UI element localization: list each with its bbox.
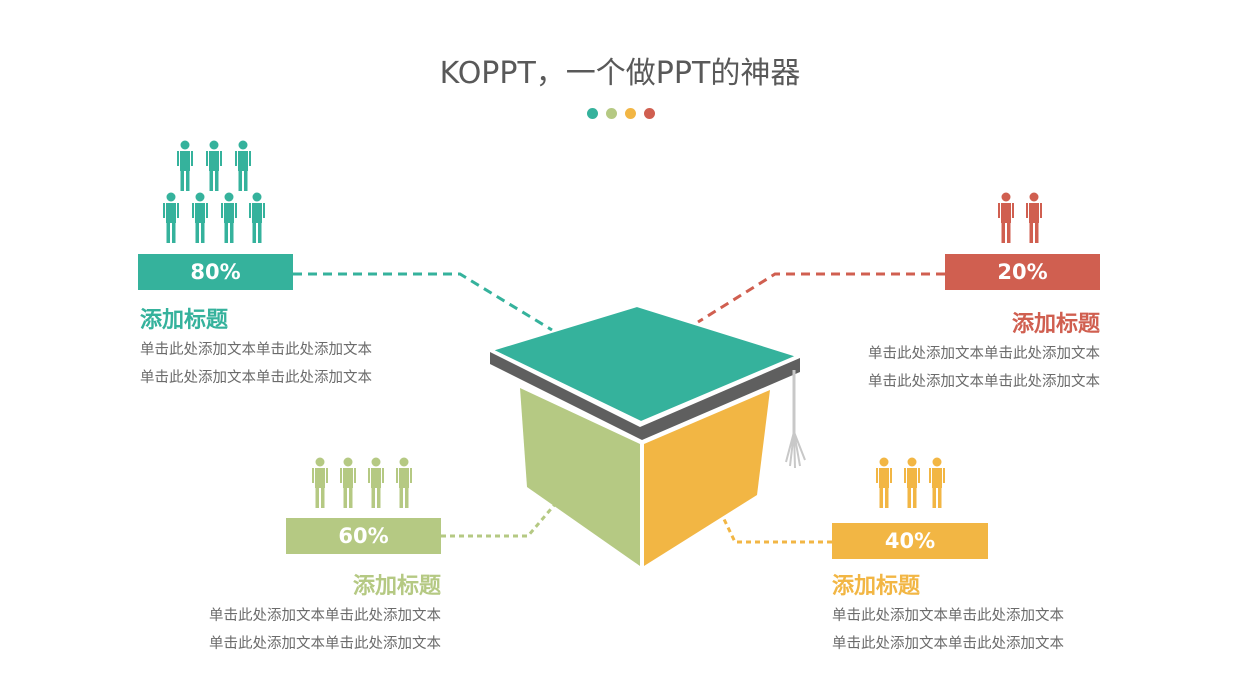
person-icon (163, 192, 179, 243)
dot-teal (587, 108, 598, 119)
people-icons-20 (998, 192, 1042, 243)
item-text: 单击此处添加文本单击此处添加文本 单击此处添加文本单击此处添加文本 (868, 346, 1100, 390)
item-text: 单击此处添加文本单击此处添加文本 单击此处添加文本单击此处添加文本 (832, 608, 1064, 652)
person-icon (340, 457, 356, 508)
people-icons-40 (876, 457, 945, 508)
people-icons-80 (163, 140, 265, 243)
connector-teal (293, 272, 553, 332)
person-icon (249, 192, 265, 243)
cap-side-green (520, 388, 640, 566)
person-icon (206, 140, 222, 191)
item-heading: 添加标题 (832, 574, 921, 599)
item-heading: 添加标题 (1011, 312, 1100, 337)
person-icon (192, 192, 208, 243)
percent-bar-60: 60% (286, 518, 441, 554)
person-icon (235, 140, 251, 191)
person-icon (396, 457, 412, 508)
people-icons-60 (312, 457, 412, 508)
connector-green (441, 502, 558, 538)
slide-title: KOPPT，一个做PPT的神器 (439, 56, 801, 91)
cap-top (489, 304, 800, 424)
percent-bar-20: 20% (945, 254, 1100, 290)
item-heading: 添加标题 (352, 574, 441, 599)
decorative-dots (587, 108, 655, 119)
person-icon (929, 457, 945, 508)
person-icon (312, 457, 328, 508)
connector-red (697, 272, 945, 324)
person-icon (368, 457, 384, 508)
person-icon (1026, 192, 1042, 243)
dot-orange (625, 108, 636, 119)
percent-bar-80: 80% (138, 254, 293, 290)
item-text: 单击此处添加文本单击此处添加文本 单击此处添加文本单击此处添加文本 (209, 608, 441, 652)
item-text: 单击此处添加文本单击此处添加文本 单击此处添加文本单击此处添加文本 (140, 342, 372, 386)
person-icon (221, 192, 237, 243)
cap-band (490, 352, 800, 440)
person-icon (876, 457, 892, 508)
item-heading: 添加标题 (140, 308, 229, 333)
person-icon (904, 457, 920, 508)
cap-side-orange (644, 390, 770, 566)
dot-green (606, 108, 617, 119)
person-icon (177, 140, 193, 191)
tassel-icon (785, 431, 806, 469)
person-icon (998, 192, 1014, 243)
percent-bar-40: 40% (832, 523, 988, 559)
dot-red (644, 108, 655, 119)
connector-orange (720, 514, 832, 544)
